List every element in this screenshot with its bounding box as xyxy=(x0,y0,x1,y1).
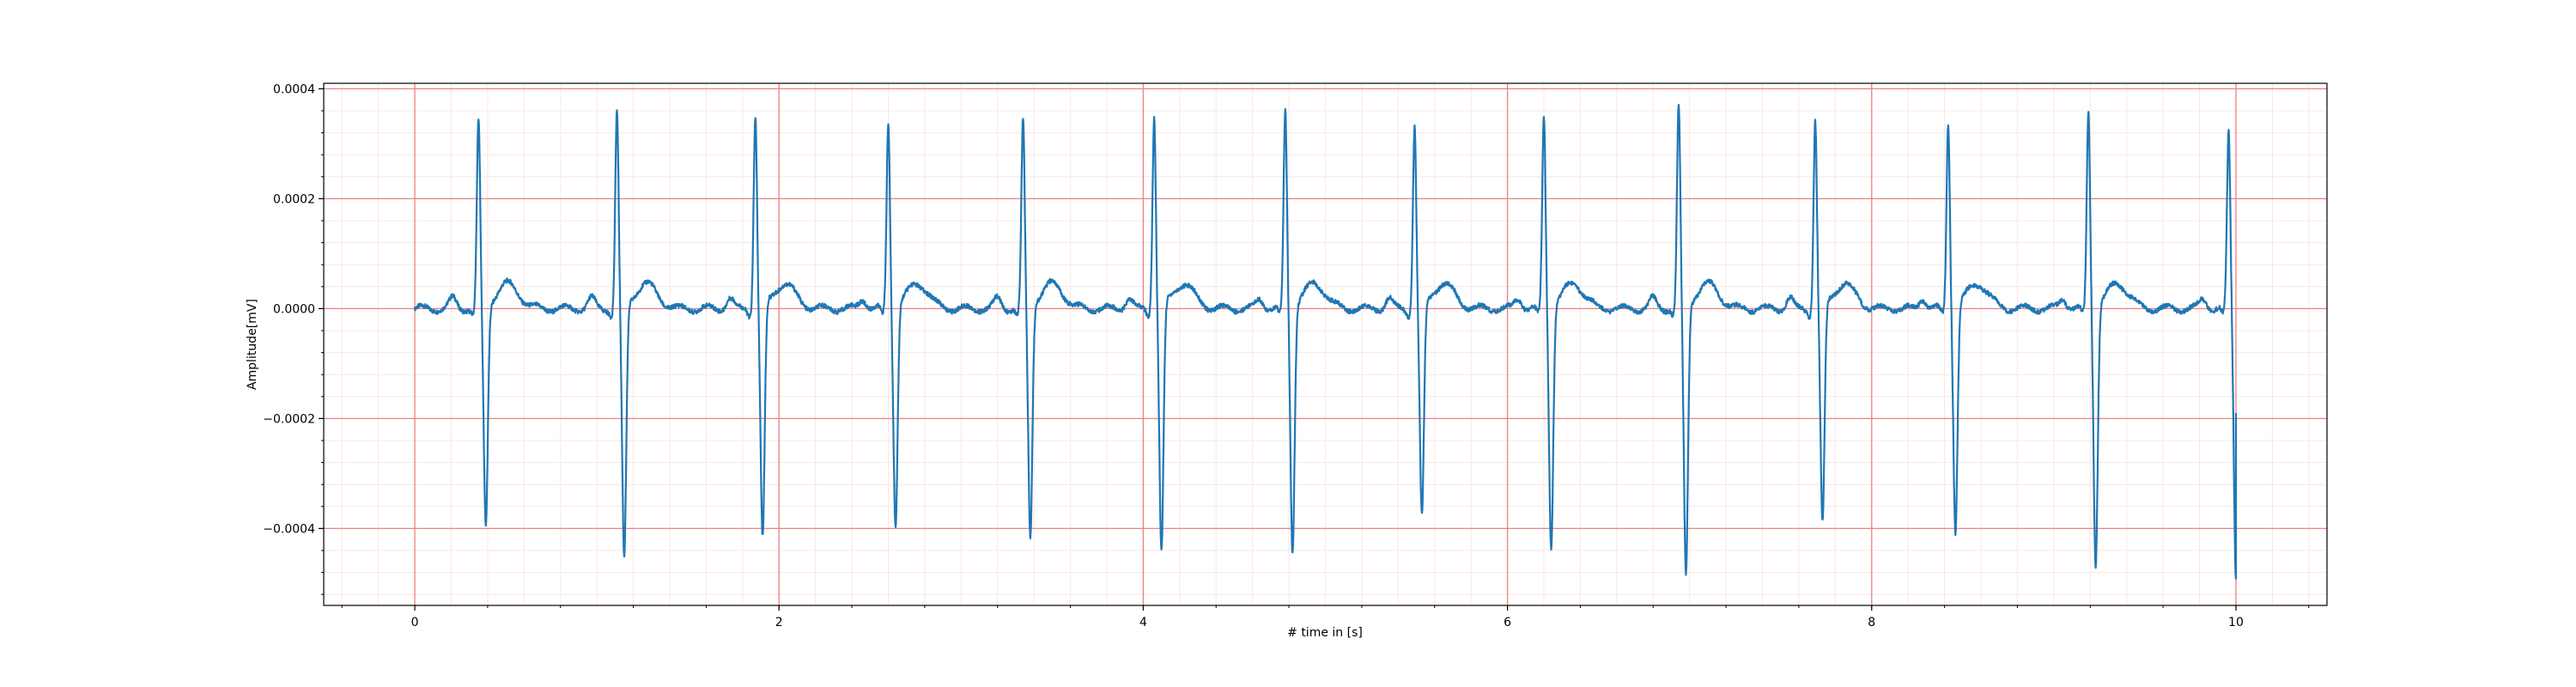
x-tick-label: 4 xyxy=(1139,616,1147,629)
ecg-signal-line xyxy=(413,104,2238,580)
major-grid xyxy=(324,83,2327,605)
y-tick-label: 0.0004 xyxy=(273,82,315,96)
x-tick-label: 2 xyxy=(775,616,783,629)
y-tick-label: −0.0002 xyxy=(263,412,315,426)
y-tick-label: 0.0002 xyxy=(273,192,315,206)
plot-frame xyxy=(323,82,2328,606)
x-tick-label: 0 xyxy=(411,616,419,629)
x-tick-label: 8 xyxy=(1868,616,1875,629)
x-axis-ticks: 0 2 4 6 8 10 xyxy=(341,605,2310,629)
y-tick-label: 0.0000 xyxy=(273,302,315,316)
y-axis-label: Amplitude[mV] xyxy=(246,299,259,390)
x-tick-label: 10 xyxy=(2228,616,2244,629)
y-tick-label: −0.0004 xyxy=(263,522,315,536)
series-layer xyxy=(413,104,2238,580)
x-tick-label: 6 xyxy=(1504,616,1511,629)
minor-grid xyxy=(324,83,2327,605)
x-axis-label: # time in [s] xyxy=(1287,626,1363,640)
y-axis-ticks: −0.0004 −0.0002 0.0000 0.0002 0.0004 xyxy=(263,82,324,595)
